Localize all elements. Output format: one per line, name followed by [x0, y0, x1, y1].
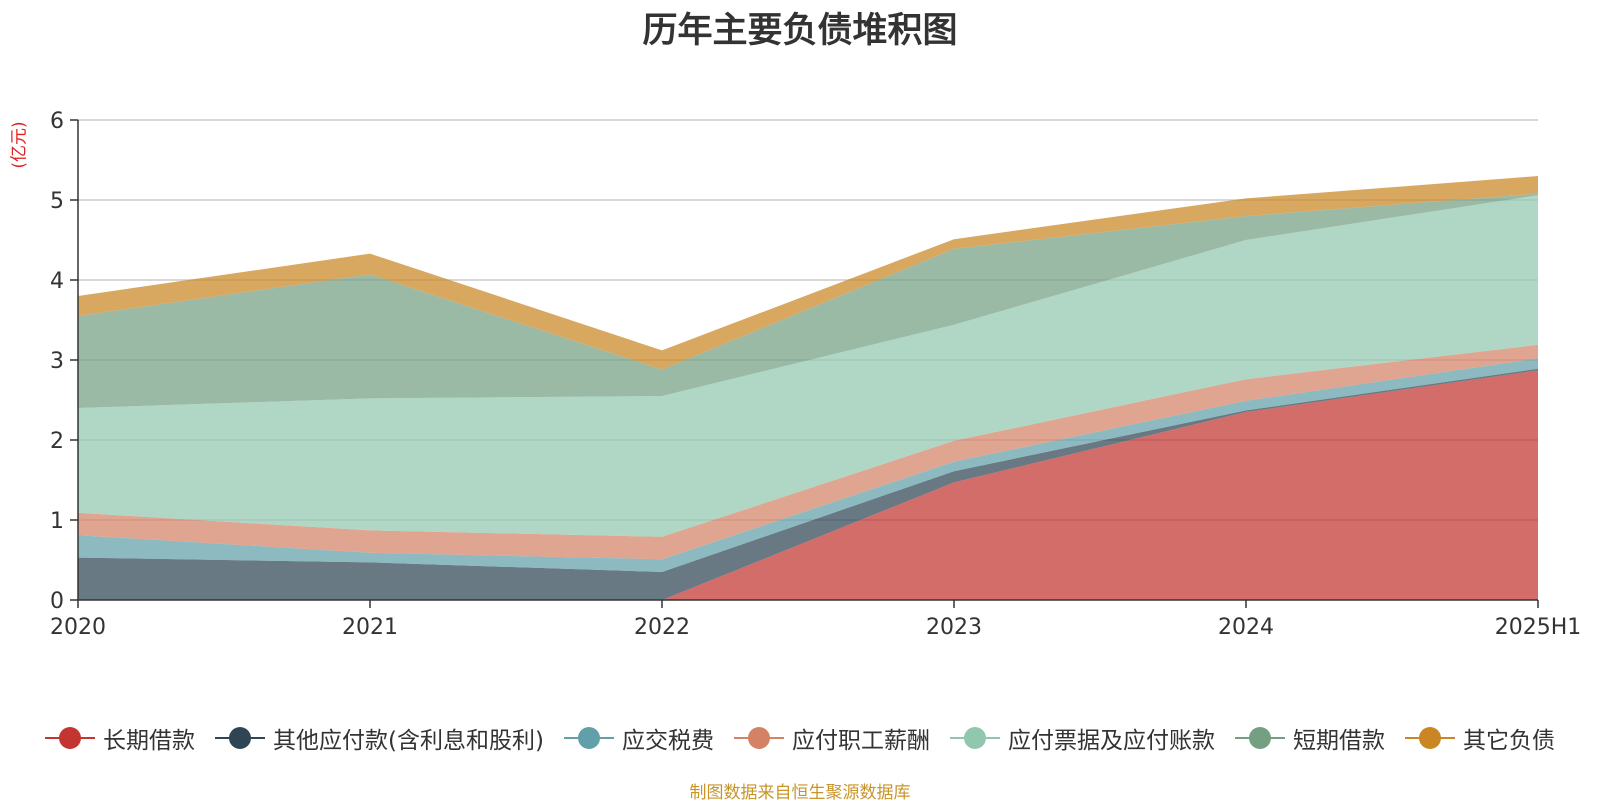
- legend-item[interactable]: 其它负债: [1404, 721, 1555, 755]
- x-tick-label: 2024: [1218, 615, 1274, 640]
- y-tick-label: 4: [50, 269, 64, 294]
- legend-label: 其它负债: [1462, 728, 1555, 754]
- x-tick-label: 2022: [634, 615, 690, 640]
- legend-marker-icon: [45, 725, 96, 751]
- legend-marker-icon: [563, 725, 614, 751]
- x-tick-label: 2020: [50, 615, 106, 640]
- legend-label: 应付职工薪酬: [791, 728, 930, 754]
- legend-item[interactable]: 应交税费: [563, 721, 714, 755]
- area-series-1: [78, 368, 1538, 600]
- legend-item[interactable]: 其他应付款(含利息和股利): [215, 721, 544, 755]
- legend-item[interactable]: 长期借款: [45, 721, 195, 755]
- x-tick-label: 2021: [342, 615, 398, 640]
- y-tick-label: 1: [50, 509, 64, 534]
- legend-label: 短期借款: [1292, 728, 1385, 754]
- legend-marker-icon: [1404, 725, 1455, 751]
- area-series-2: [78, 358, 1538, 572]
- legend-marker-icon: [1234, 725, 1285, 751]
- tick-labels: 0 1 2 3 4 5 6 2020 2021 2022 2023 2024 2025H1: [50, 109, 1581, 640]
- legend-marker-icon: [733, 725, 784, 751]
- legend-item[interactable]: 应付票据及应付账款: [949, 721, 1215, 755]
- y-tick-label: 3: [50, 349, 64, 374]
- legend-label: 其他应付款(含利息和股利): [273, 728, 544, 754]
- chart-title: 历年主要负债堆积图: [642, 11, 958, 51]
- axes: [70, 119, 1539, 608]
- stacked-area-chart: 0 1 2 3 4 5 6 2020 2021 2022 2023 2024 2025H1: [50, 109, 1581, 640]
- source-note: 制图数据来自恒生聚源数据库: [689, 783, 911, 803]
- legend: 长期借款 其他应付款(含利息和股利) 应交税费 应付职工薪酬 应付票据及应付账款 短期借款…: [0, 718, 1600, 758]
- legend-label: 应交税费: [621, 728, 714, 754]
- legend-marker-icon: [949, 725, 1000, 751]
- legend-label: 应付票据及应付账款: [1007, 728, 1215, 754]
- y-tick-label: 2: [50, 429, 64, 454]
- y-tick-label: 5: [50, 189, 64, 214]
- y-tick-label: 0: [50, 589, 64, 614]
- area-series-0: [78, 370, 1538, 600]
- y-tick-label: 6: [50, 109, 64, 134]
- area-series-4: [78, 195, 1538, 537]
- area-series: [78, 176, 1538, 600]
- legend-label: 长期借款: [103, 728, 196, 754]
- legend-item[interactable]: 应付职工薪酬: [733, 721, 930, 755]
- x-tick-label: 2025H1: [1495, 615, 1582, 640]
- area-series-3: [78, 344, 1538, 560]
- legend-marker-icon: [215, 725, 266, 751]
- area-series-6: [78, 176, 1538, 370]
- x-tick-label: 2023: [926, 615, 982, 640]
- legend-item[interactable]: 短期借款: [1234, 721, 1385, 755]
- area-series-5: [78, 193, 1538, 408]
